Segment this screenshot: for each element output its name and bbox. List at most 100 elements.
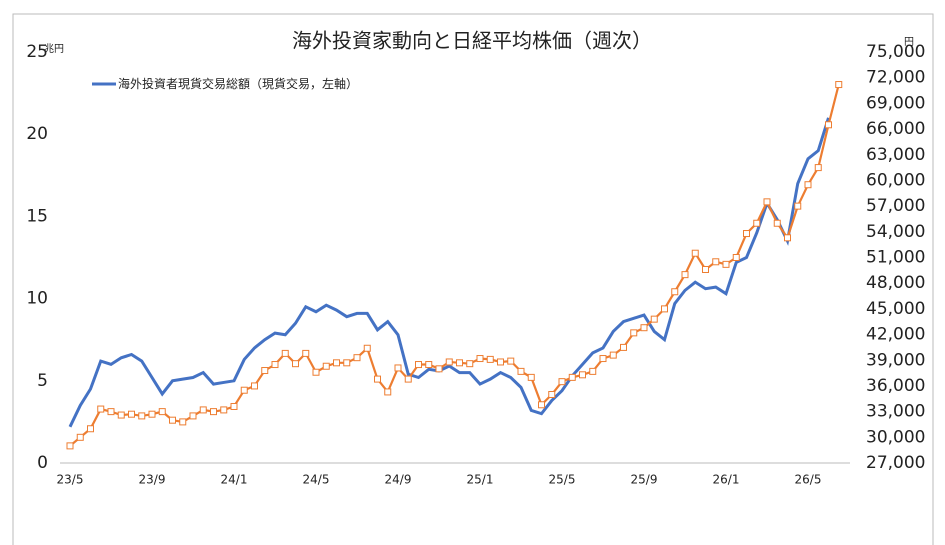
y2-tick-label: 72,000 [866, 68, 925, 88]
point-marker [240, 386, 248, 394]
y-tick-label: 20 [26, 124, 48, 144]
point-marker [445, 358, 453, 366]
point-marker [384, 388, 392, 396]
point-marker [486, 355, 494, 363]
point-marker [199, 406, 207, 414]
point-marker [333, 359, 340, 367]
point-marker [753, 219, 761, 227]
point-marker [66, 442, 74, 450]
y2-tick-label: 57,000 [866, 196, 925, 216]
point-marker [271, 361, 279, 369]
x-tick-label: 24/5 [303, 473, 330, 487]
series-line [69, 84, 840, 447]
point-marker [404, 375, 412, 383]
y2-tick-label: 54,000 [866, 222, 925, 242]
point-marker [558, 378, 566, 386]
point-marker [773, 219, 781, 227]
series-line [68, 117, 830, 428]
y2-tick-label: 51,000 [866, 248, 925, 268]
point-marker [415, 361, 422, 369]
point-marker [661, 305, 668, 313]
y-tick-label: 5 [37, 371, 48, 391]
point-marker [732, 254, 740, 261]
y-tick-label: 15 [26, 206, 48, 226]
point-marker [322, 362, 330, 370]
y2-tick-label: 45,000 [866, 299, 925, 319]
point-marker [312, 368, 320, 376]
point-marker [804, 181, 812, 189]
point-marker [568, 373, 576, 381]
point-marker [538, 401, 545, 409]
y2-tick-label: 36,000 [866, 376, 925, 396]
chart-frame [12, 13, 934, 545]
point-marker [599, 355, 607, 363]
point-marker [609, 351, 617, 359]
point-marker [784, 234, 791, 242]
y2-tick-label: 69,000 [866, 93, 925, 113]
y2-tick-label: 75,000 [866, 42, 925, 62]
x-tick-label: 25/5 [549, 473, 576, 487]
point-marker [281, 349, 289, 357]
point-marker [261, 367, 269, 375]
y-tick-label: 10 [26, 289, 48, 309]
point-marker [620, 343, 627, 351]
point-marker [507, 357, 515, 365]
x-tick-label: 26/5 [795, 473, 822, 487]
y-tick-label: 0 [37, 453, 48, 473]
y2-tick-label: 66,000 [866, 119, 925, 139]
chart-title: 海外投資家動向と日経平均株価（週次） [292, 29, 652, 53]
point-marker [579, 371, 586, 379]
point-marker [640, 324, 648, 332]
x-tick-label: 24/1 [221, 473, 248, 487]
point-marker [671, 288, 679, 296]
point-marker [589, 367, 597, 375]
point-marker [343, 359, 351, 367]
legend-label: 海外投資者現貨交易総額（現貨交易，左軸） [118, 77, 359, 91]
y-tick-label: 25 [26, 42, 48, 62]
point-marker [712, 258, 720, 266]
y2-tick-label: 48,000 [866, 273, 925, 293]
point-marker [650, 315, 658, 323]
point-marker [394, 364, 402, 372]
x-tick-label: 24/9 [385, 473, 412, 487]
point-marker [476, 355, 484, 363]
point-marker [353, 354, 361, 362]
x-tick-label: 25/1 [467, 473, 494, 487]
point-marker [466, 360, 474, 368]
point-marker [691, 249, 699, 257]
point-marker [825, 121, 832, 129]
y2-tick-label: 39,000 [866, 350, 925, 370]
y2-tick-label: 63,000 [866, 145, 925, 165]
point-marker [548, 391, 556, 398]
point-marker [179, 418, 187, 426]
y2-tick-label: 33,000 [866, 402, 925, 422]
point-marker [425, 361, 433, 369]
y2-tick-label: 60,000 [866, 170, 925, 190]
point-marker [97, 405, 105, 413]
point-marker [210, 408, 217, 416]
point-marker [763, 198, 771, 206]
point-marker [189, 412, 197, 420]
point-marker [497, 358, 504, 366]
point-marker [220, 406, 228, 414]
x-tick-label: 23/9 [139, 473, 166, 487]
point-marker [169, 416, 176, 424]
point-marker [158, 408, 166, 416]
y2-tick-label: 27,000 [866, 453, 925, 473]
point-marker [251, 382, 258, 390]
point-marker [363, 344, 371, 352]
point-marker [814, 164, 822, 172]
x-tick-label: 26/1 [713, 473, 740, 487]
point-marker [722, 260, 730, 268]
point-marker [76, 433, 84, 441]
x-tick-label: 23/5 [57, 473, 84, 487]
point-marker [128, 410, 135, 418]
point-marker [456, 359, 463, 367]
point-marker [230, 402, 238, 410]
x-tick-label: 25/9 [631, 473, 658, 487]
y2-tick-label: 30,000 [866, 427, 925, 447]
point-marker [835, 81, 843, 89]
point-marker [117, 411, 125, 419]
y2-tick-label: 42,000 [866, 325, 925, 345]
